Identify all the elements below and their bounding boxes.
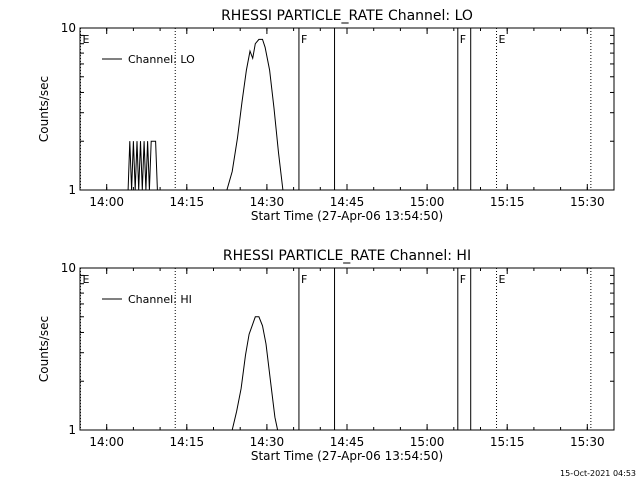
- panel0-x-tick-label: 14:15: [170, 195, 205, 209]
- panel1-x-tick-label: 14:15: [170, 435, 205, 449]
- panel1-x-tick-label: 15:30: [570, 435, 605, 449]
- panel0-y-tick-label: 1: [68, 183, 76, 197]
- panel1-x-tick-label: 14:00: [89, 435, 124, 449]
- panel0-title: RHESSI PARTICLE_RATE Channel: LO: [221, 8, 473, 24]
- hi-channel-panel: RHESSI PARTICLE_RATE Channel: HI 14:00 14:…: [37, 248, 615, 463]
- panel0-x-tick-label: 15:15: [490, 195, 525, 209]
- footer-timestamp: 15-Oct-2021 04:53: [560, 469, 636, 478]
- panel1-legend-label: Channel: HI: [128, 293, 192, 306]
- panel0-event-marker-label: E: [499, 33, 506, 46]
- panel0-x-axis-label: Start Time (27-Apr-06 13:54:50): [251, 209, 443, 223]
- panel0-x-tick-label: 15:30: [570, 195, 605, 209]
- panel1-event-marker-label: E: [82, 273, 89, 286]
- panel1-event-marker-label: F: [460, 273, 466, 286]
- panel1-title: RHESSI PARTICLE_RATE Channel: HI: [223, 248, 471, 264]
- panel0-series-line: [127, 38, 284, 191]
- panel1-x-tick-label: 14:30: [250, 435, 285, 449]
- panel1-event-marker-label: E: [499, 273, 506, 286]
- panel1-event-marker-label: F: [301, 273, 307, 286]
- panel1-x-axis-label: Start Time (27-Apr-06 13:54:50): [251, 449, 443, 463]
- lo-channel-panel: RHESSI PARTICLE_RATE Channel: LO 14:00 14:…: [37, 8, 615, 223]
- panel0-x-tick-label: 14:30: [250, 195, 285, 209]
- panel0-y-axis-label: Counts/sec: [37, 76, 51, 142]
- panel0-x-tick-label: 14:45: [330, 195, 365, 209]
- panel1-y-axis-label: Counts/sec: [37, 316, 51, 382]
- panel0-event-marker-label: E: [82, 33, 89, 46]
- panel0-y-tick-label: 10: [61, 21, 76, 35]
- panel1-y-tick-label: 1: [68, 423, 76, 437]
- panel1-x-tick-label: 14:45: [330, 435, 365, 449]
- panel0-x-tick-label: 14:00: [89, 195, 124, 209]
- panel0-legend-label: Channel: LO: [128, 53, 195, 66]
- panel0-event-marker-label: F: [301, 33, 307, 46]
- panel0-event-marker-label: F: [460, 33, 466, 46]
- panel1-x-tick-label: 15:00: [410, 435, 445, 449]
- panel1-y-tick-label: 10: [61, 261, 76, 275]
- panel1-series-line: [231, 316, 279, 431]
- panel1-x-tick-label: 15:15: [490, 435, 525, 449]
- panel0-x-tick-label: 15:00: [410, 195, 445, 209]
